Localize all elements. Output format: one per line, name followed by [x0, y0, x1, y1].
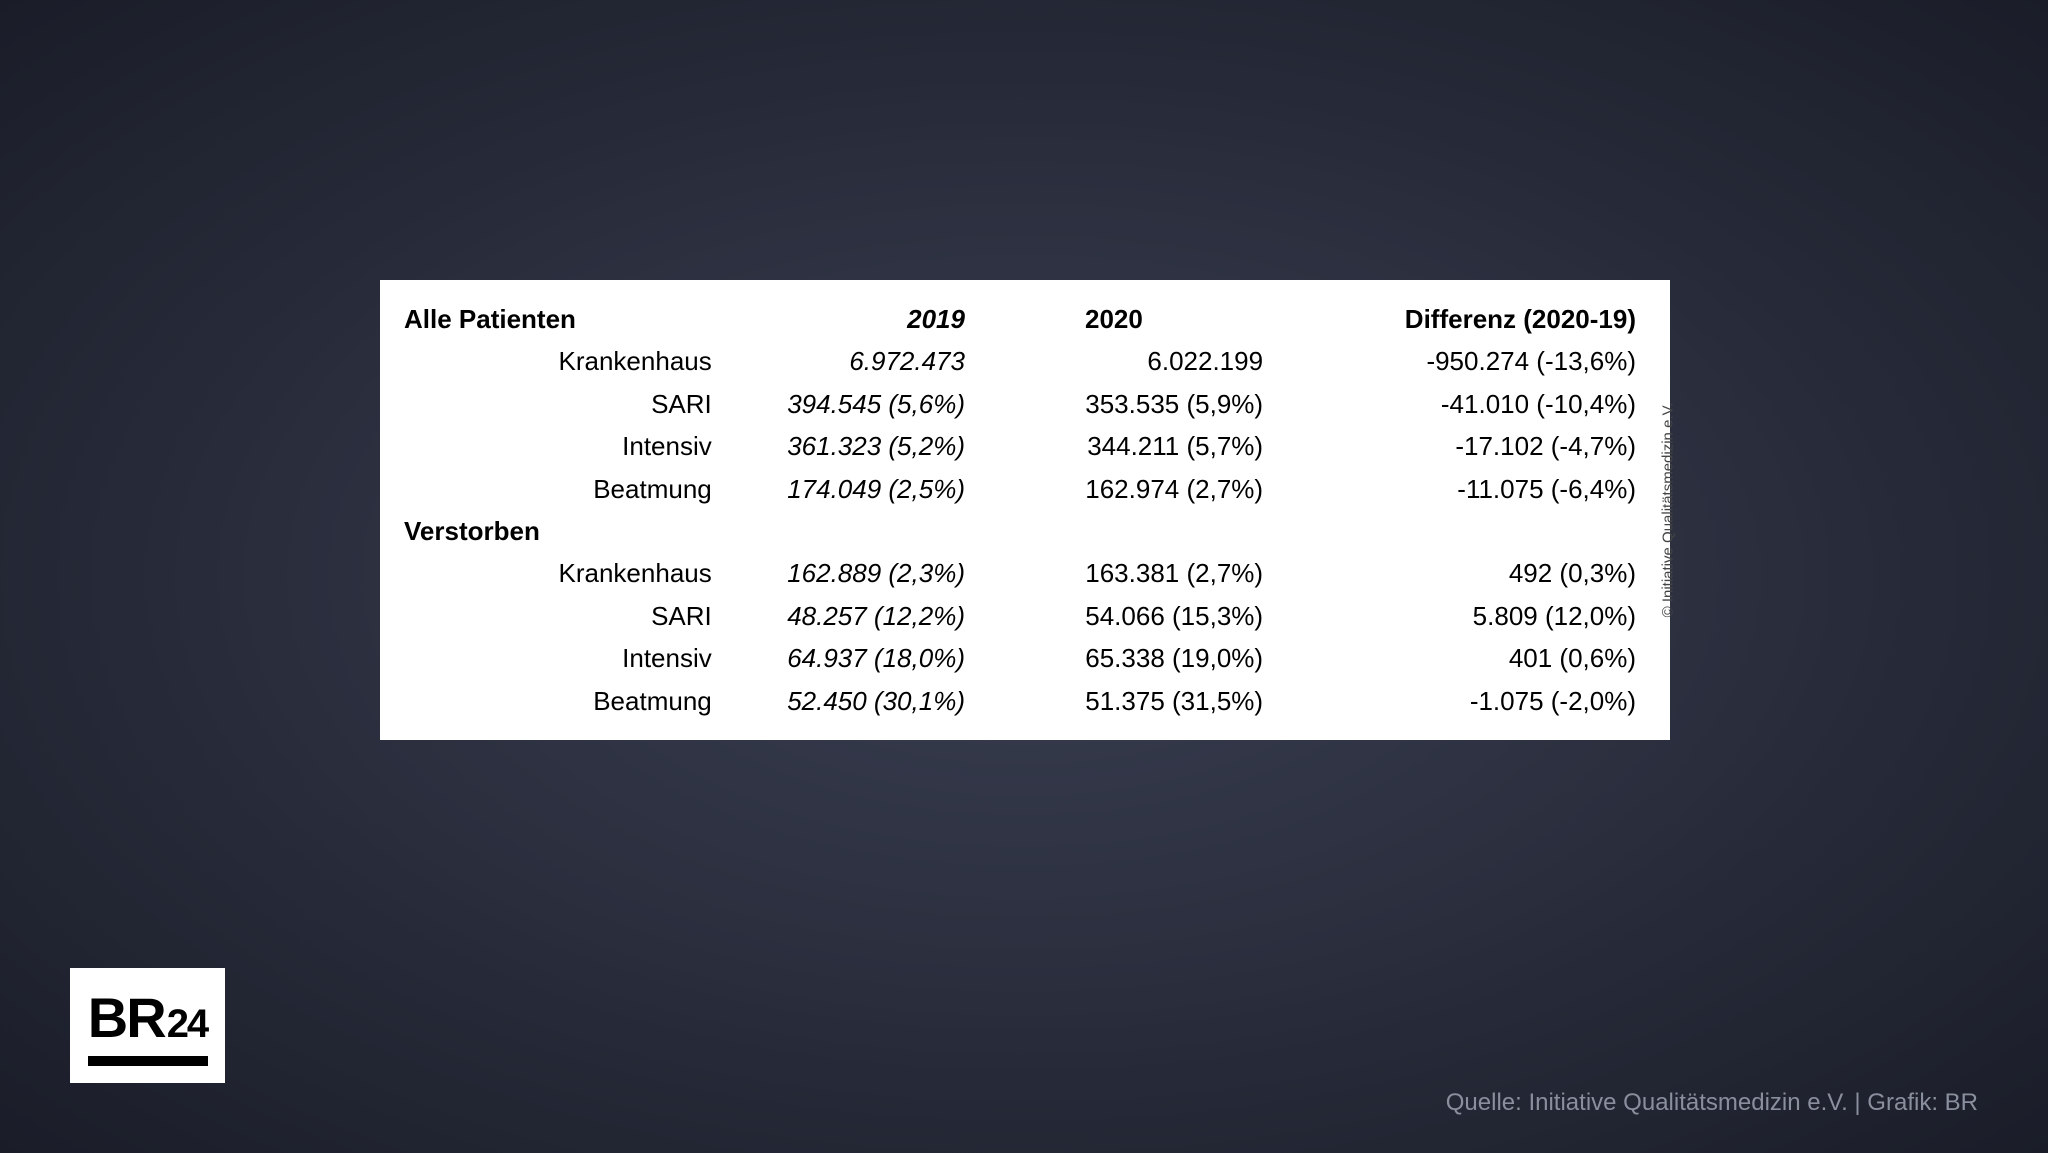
data-table-panel: Alle Patienten 2019 2020 Differenz (2020…	[380, 280, 1670, 740]
row-label: SARI	[404, 595, 752, 637]
table-row: Intensiv 361.323 (5,2%) 344.211 (5,7%) -…	[404, 425, 1646, 467]
cell-2020: 162.974 (2,7%)	[1025, 468, 1323, 510]
cell-diff: 492 (0,3%)	[1323, 552, 1646, 594]
table-header-row: Alle Patienten 2019 2020 Differenz (2020…	[404, 298, 1646, 340]
col-header-diff: Differenz (2020-19)	[1323, 298, 1646, 340]
cell-diff: -950.274 (-13,6%)	[1323, 340, 1646, 382]
section-header-all-patients: Alle Patienten	[404, 298, 752, 340]
cell-2019: 361.323 (5,2%)	[752, 425, 1025, 467]
section-header-deceased: Verstorben	[404, 510, 752, 552]
cell-2019: 6.972.473	[752, 340, 1025, 382]
cell-2019: 162.889 (2,3%)	[752, 552, 1025, 594]
table-row: Krankenhaus 162.889 (2,3%) 163.381 (2,7%…	[404, 552, 1646, 594]
table-row: Krankenhaus 6.972.473 6.022.199 -950.274…	[404, 340, 1646, 382]
cell-2020: 6.022.199	[1025, 340, 1323, 382]
cell-diff: -11.075 (-6,4%)	[1323, 468, 1646, 510]
row-label: Beatmung	[404, 468, 752, 510]
footer-credit: Quelle: Initiative Qualitätsmedizin e.V.…	[1446, 1089, 1978, 1117]
col-header-2020: 2020	[1025, 298, 1323, 340]
cell-2019: 48.257 (12,2%)	[752, 595, 1025, 637]
patients-table: Alle Patienten 2019 2020 Differenz (2020…	[404, 298, 1646, 722]
cell-2019: 64.937 (18,0%)	[752, 637, 1025, 679]
cell-diff: 5.809 (12,0%)	[1323, 595, 1646, 637]
row-label: SARI	[404, 383, 752, 425]
cell-diff: -17.102 (-4,7%)	[1323, 425, 1646, 467]
cell-2019: 394.545 (5,6%)	[752, 383, 1025, 425]
col-header-2019: 2019	[752, 298, 1025, 340]
cell-2020: 353.535 (5,9%)	[1025, 383, 1323, 425]
br24-logo: BR 24	[70, 968, 225, 1083]
logo-24-text: 24	[167, 1002, 208, 1047]
cell-2020: 65.338 (19,0%)	[1025, 637, 1323, 679]
cell-diff: -1.075 (-2,0%)	[1323, 680, 1646, 722]
row-label: Krankenhaus	[404, 552, 752, 594]
table-row: SARI 48.257 (12,2%) 54.066 (15,3%) 5.809…	[404, 595, 1646, 637]
row-label: Intensiv	[404, 637, 752, 679]
table-row: Intensiv 64.937 (18,0%) 65.338 (19,0%) 4…	[404, 637, 1646, 679]
cell-diff: 401 (0,6%)	[1323, 637, 1646, 679]
row-label: Intensiv	[404, 425, 752, 467]
row-label: Beatmung	[404, 680, 752, 722]
row-label: Krankenhaus	[404, 340, 752, 382]
cell-2020: 344.211 (5,7%)	[1025, 425, 1323, 467]
logo-br-text: BR	[88, 985, 165, 1050]
table-row: SARI 394.545 (5,6%) 353.535 (5,9%) -41.0…	[404, 383, 1646, 425]
cell-2020: 51.375 (31,5%)	[1025, 680, 1323, 722]
table-row: Beatmung 174.049 (2,5%) 162.974 (2,7%) -…	[404, 468, 1646, 510]
cell-2020: 163.381 (2,7%)	[1025, 552, 1323, 594]
section-header-deceased-row: Verstorben	[404, 510, 1646, 552]
cell-2020: 54.066 (15,3%)	[1025, 595, 1323, 637]
cell-2019: 174.049 (2,5%)	[752, 468, 1025, 510]
cell-2019: 52.450 (30,1%)	[752, 680, 1025, 722]
logo-underline	[88, 1056, 208, 1066]
cell-diff: -41.010 (-10,4%)	[1323, 383, 1646, 425]
table-row: Beatmung 52.450 (30,1%) 51.375 (31,5%) -…	[404, 680, 1646, 722]
